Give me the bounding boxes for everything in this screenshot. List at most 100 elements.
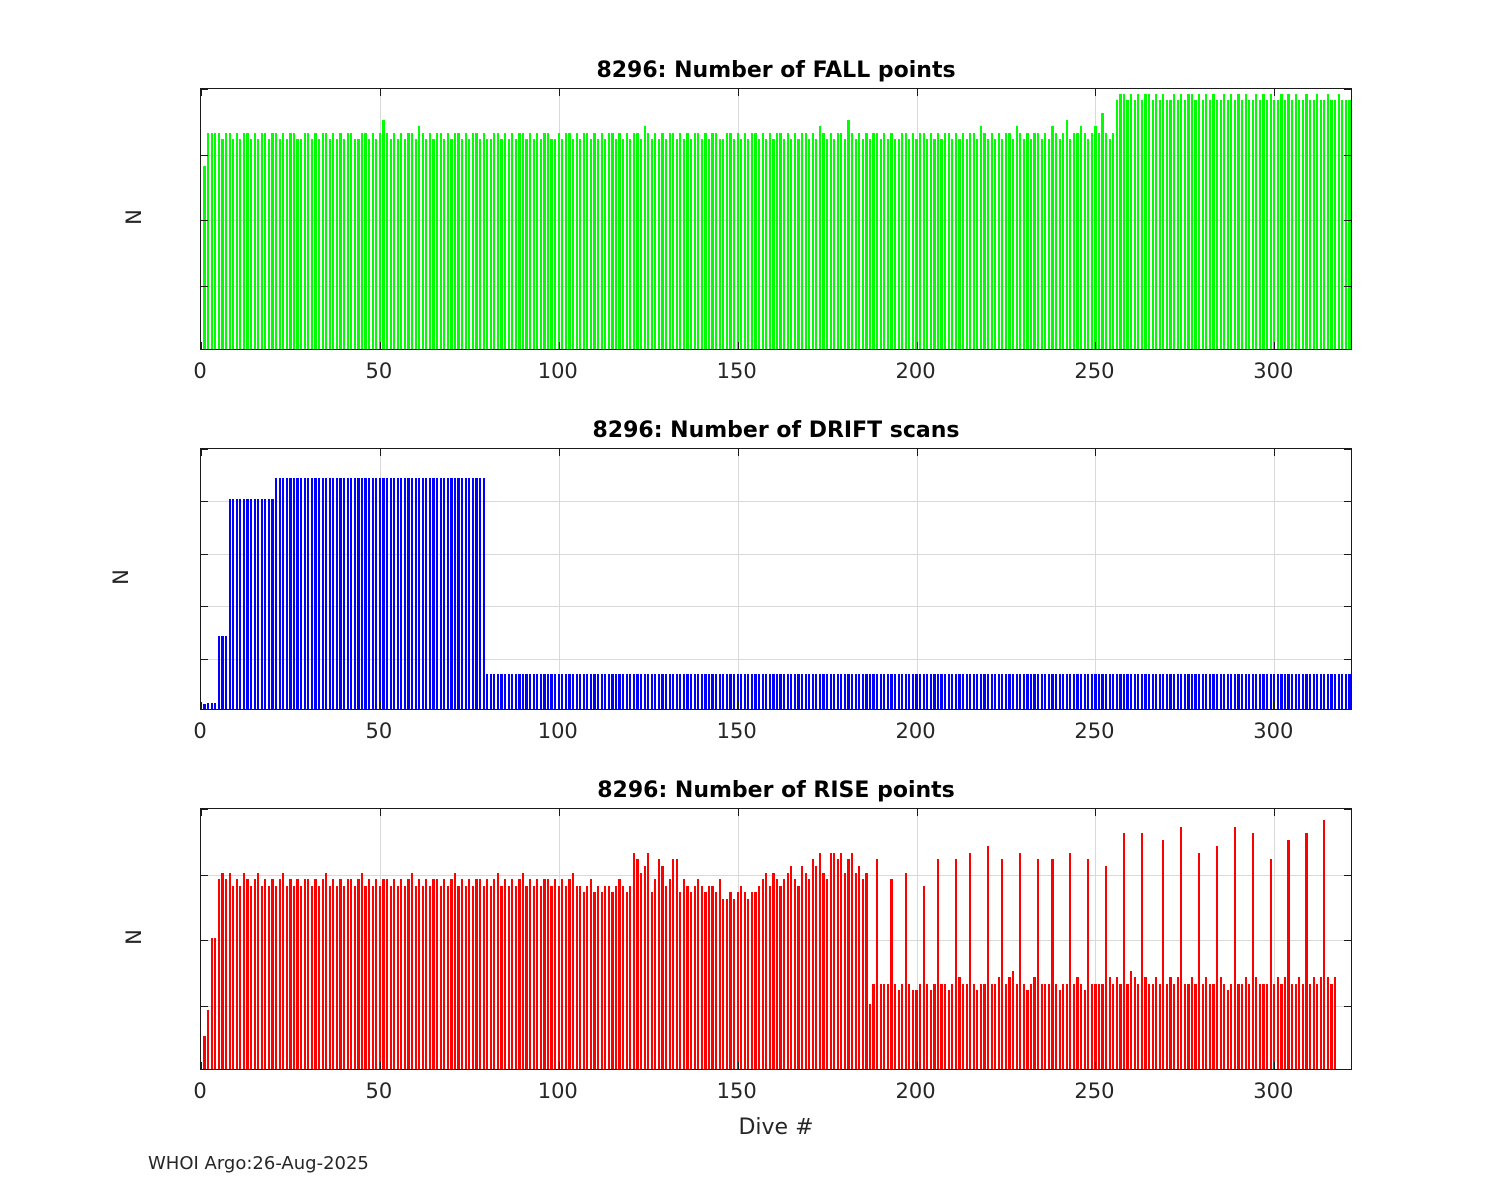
bar: [965, 674, 968, 709]
bar: [271, 879, 274, 1069]
bar: [514, 139, 517, 349]
bar: [589, 879, 593, 1069]
bar: [300, 885, 303, 1069]
bar: [618, 674, 621, 709]
bar: [1087, 139, 1090, 349]
bar: [918, 983, 922, 1069]
bar: [371, 478, 374, 709]
bar: [368, 879, 371, 1069]
bar: [579, 885, 582, 1069]
bar: [496, 674, 500, 709]
bar: [1180, 93, 1183, 349]
bar: [1208, 674, 1211, 709]
bar: [997, 977, 1000, 1069]
bar: [1130, 674, 1133, 709]
bar: [1069, 674, 1072, 709]
bar: [353, 478, 356, 709]
bar: [969, 852, 972, 1069]
bar: [1201, 674, 1204, 709]
bar: [829, 132, 832, 349]
bar: [421, 132, 424, 349]
bar: [432, 478, 435, 709]
bar: [1165, 674, 1169, 709]
bar: [1026, 674, 1029, 709]
bar: [732, 674, 736, 709]
bar: [1283, 100, 1287, 349]
bar: [1255, 977, 1258, 1069]
bar: [1305, 833, 1308, 1069]
xtick-label: 300: [1253, 719, 1294, 743]
bar: [321, 879, 324, 1069]
bar: [235, 499, 238, 709]
bar: [550, 139, 553, 349]
bar: [403, 478, 407, 709]
bar: [1044, 983, 1047, 1069]
bar: [732, 139, 736, 349]
bar: [1312, 100, 1315, 349]
bar: [672, 859, 675, 1069]
bar: [1047, 139, 1050, 349]
bar: [500, 885, 503, 1069]
bar: [1251, 833, 1254, 1069]
bar: [421, 478, 424, 709]
bar: [1280, 983, 1283, 1069]
bar: [350, 132, 353, 349]
bar: [775, 879, 779, 1069]
bar: [289, 879, 292, 1069]
bar: [657, 674, 661, 709]
bar: [246, 499, 249, 709]
bar: [786, 674, 789, 709]
bar: [1108, 139, 1111, 349]
panel-rise-title: 8296: Number of RISE points: [597, 778, 955, 803]
bar: [768, 132, 771, 349]
bar: [661, 132, 664, 349]
bar: [904, 872, 907, 1069]
bar: [700, 674, 703, 709]
bar: [822, 872, 825, 1069]
bar: [818, 852, 822, 1069]
bar: [310, 139, 313, 349]
bar: [1341, 674, 1344, 709]
bar: [829, 852, 832, 1069]
bar: [407, 478, 410, 709]
bar: [235, 132, 238, 349]
bar: [768, 674, 771, 709]
bar: [1255, 93, 1258, 349]
bar: [654, 879, 657, 1069]
bar: [729, 674, 732, 709]
bar: [1330, 674, 1333, 709]
bar: [203, 165, 206, 349]
bar: [507, 674, 510, 709]
panel-fall-bars: [201, 89, 1351, 349]
bar: [1169, 977, 1172, 1069]
bar: [729, 132, 732, 349]
bar: [1344, 100, 1347, 349]
bar: [496, 872, 500, 1069]
bar: [1326, 93, 1330, 349]
bar: [350, 478, 353, 709]
bar: [722, 898, 725, 1069]
bar: [571, 674, 575, 709]
bar: [915, 674, 918, 709]
bar: [1226, 674, 1229, 709]
bar: [614, 674, 618, 709]
bar: [725, 674, 728, 709]
bar: [292, 885, 296, 1069]
bar: [339, 132, 342, 349]
bar: [267, 499, 271, 709]
bar: [282, 132, 285, 349]
bar: [758, 674, 761, 709]
bar: [446, 885, 449, 1069]
bar: [872, 674, 875, 709]
bar: [879, 139, 882, 349]
bar: [443, 879, 446, 1069]
bar: [951, 983, 954, 1069]
bar: [464, 478, 467, 709]
bar: [393, 478, 396, 709]
bar: [271, 132, 274, 349]
bar: [593, 674, 596, 709]
bar: [307, 879, 310, 1069]
bar: [1194, 674, 1197, 709]
bar: [718, 879, 721, 1069]
bar: [822, 674, 825, 709]
